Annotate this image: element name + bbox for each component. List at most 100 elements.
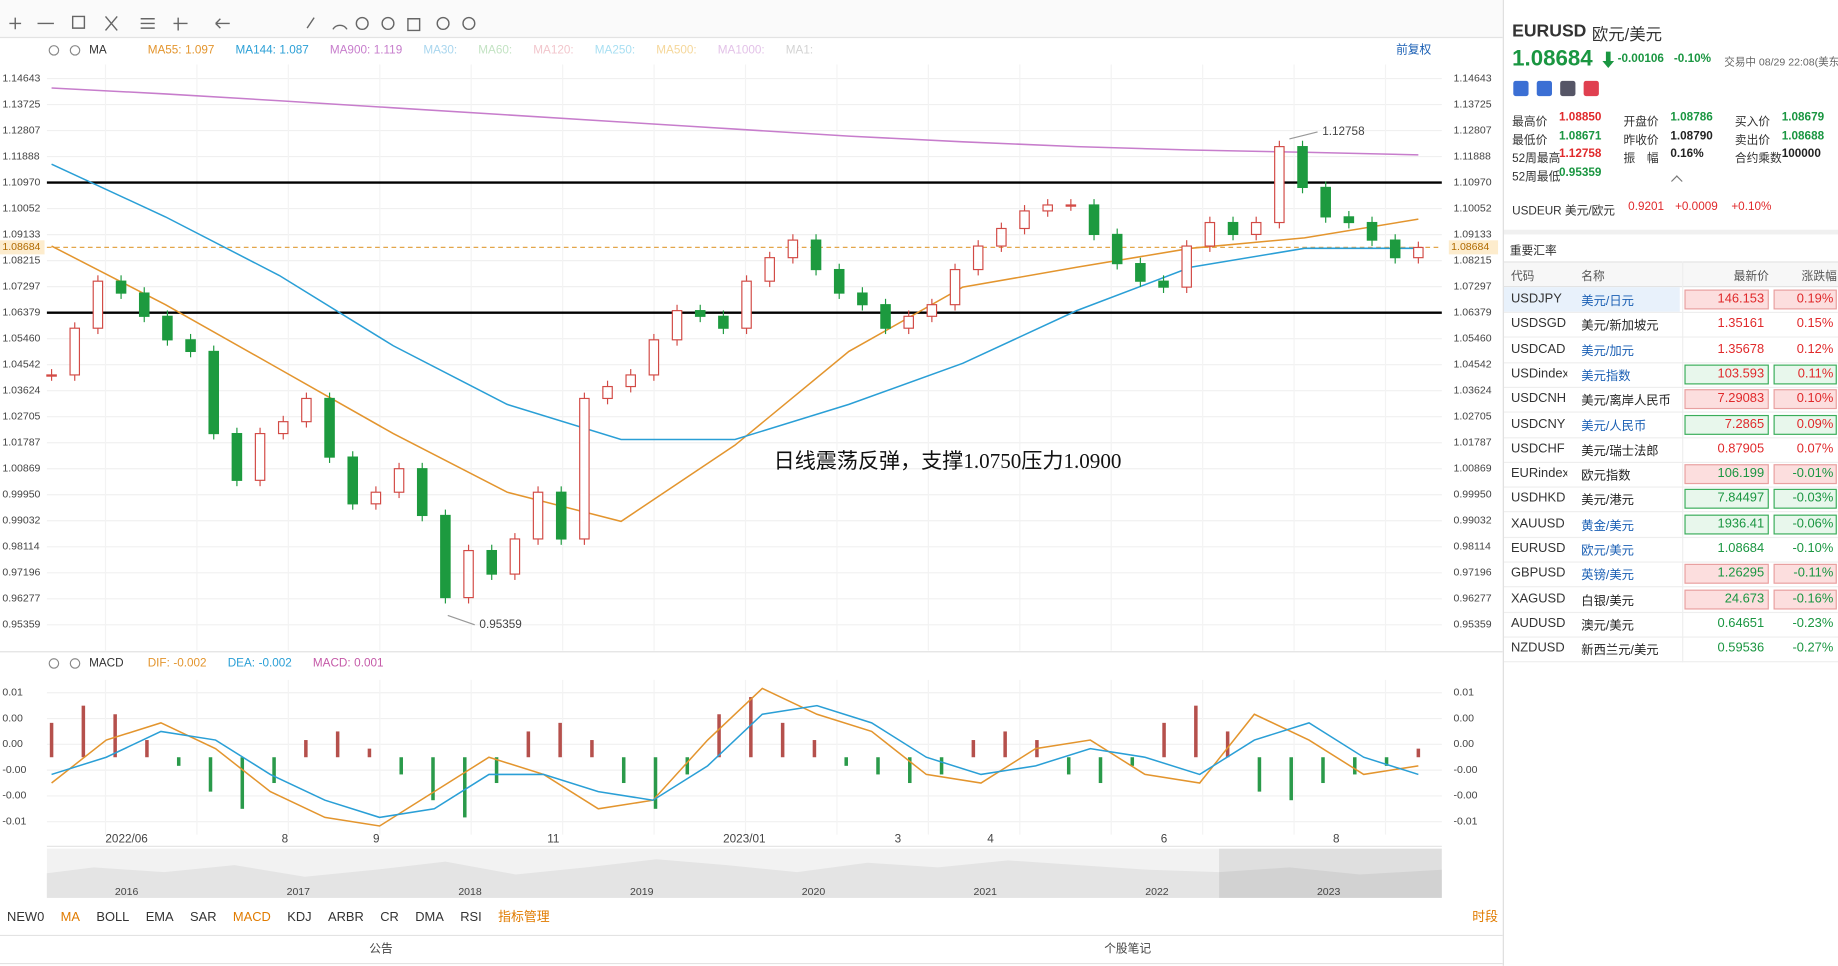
rate-code[interactable]: USDHKD xyxy=(1510,491,1566,506)
y-tick-label: -0.01 xyxy=(2,815,26,827)
y-tick-label: 1.08215 xyxy=(2,254,40,266)
candle xyxy=(486,549,498,575)
candle xyxy=(393,468,405,493)
row-line xyxy=(1503,336,1838,338)
rate-name[interactable]: 新西兰元/美元 xyxy=(1581,643,1659,658)
rate-name[interactable]: 英镑/美元 xyxy=(1581,568,1634,583)
rate-code[interactable]: USDCAD xyxy=(1510,341,1566,356)
candle xyxy=(324,397,335,458)
table-header: 最新价 xyxy=(1733,270,1769,284)
navigator-window[interactable] xyxy=(1219,848,1442,898)
y-tick-label: 1.13725 xyxy=(1454,98,1492,110)
rate-name[interactable]: 美元/离岸人民币 xyxy=(1581,394,1671,409)
macd-bar xyxy=(526,731,531,758)
macd-bar xyxy=(49,722,54,758)
row-line xyxy=(1503,561,1838,563)
stat-label: 最高价 xyxy=(1512,116,1548,129)
action-icon[interactable] xyxy=(1513,80,1529,97)
rate-code[interactable]: USDCNY xyxy=(1510,416,1566,431)
y-tick-label: 0.99950 xyxy=(1454,489,1492,501)
rate-name[interactable]: 白银/美元 xyxy=(1581,593,1634,608)
candle xyxy=(185,339,196,353)
footer-tab[interactable]: 公告 xyxy=(369,943,393,956)
indicator-tab[interactable]: MACD xyxy=(233,909,271,924)
rate-name[interactable]: 美元/加元 xyxy=(1581,344,1634,359)
rate-name[interactable]: 澳元/美元 xyxy=(1581,618,1634,633)
rate-name[interactable]: 欧元指数 xyxy=(1581,468,1631,484)
price: 1.08684 xyxy=(1512,46,1593,72)
rate-name[interactable]: 黄金/美元 xyxy=(1581,518,1634,533)
rate-code[interactable]: USDindex xyxy=(1510,366,1568,381)
x-tick-label: 11 xyxy=(547,832,559,845)
rate-code[interactable]: USDSGD xyxy=(1510,316,1567,331)
low-label: 0.95359 xyxy=(479,618,521,631)
indicator-tab[interactable]: BOLL xyxy=(96,909,129,924)
macd-bar xyxy=(685,757,690,775)
rate-code[interactable]: XAUUSD xyxy=(1510,516,1565,531)
stat-label: 振 幅 xyxy=(1623,152,1659,166)
rate-last: 1.08684 xyxy=(1717,541,1765,556)
rate-code[interactable]: USDCHF xyxy=(1510,441,1565,456)
rate-code[interactable]: EURUSD xyxy=(1510,541,1566,556)
x-tick-label: 8 xyxy=(282,832,289,845)
stat-value: 1.08786 xyxy=(1670,111,1713,125)
candle xyxy=(1250,221,1262,236)
rate-code[interactable]: USDCNH xyxy=(1510,391,1567,406)
macd-bar xyxy=(590,740,594,758)
expand-chevron[interactable] xyxy=(1671,175,1683,187)
rate-code[interactable]: NZDUSD xyxy=(1510,641,1565,656)
indicator-tab[interactable]: NEW0 xyxy=(7,909,44,924)
indicator-tab[interactable]: MA xyxy=(61,909,81,924)
rate-name[interactable]: 美元/新加坡元 xyxy=(1581,319,1659,334)
rate-last: 7.29083 xyxy=(1717,391,1765,406)
indicator-tab[interactable]: KDJ xyxy=(287,909,311,924)
rate-code[interactable]: AUDUSD xyxy=(1510,616,1566,631)
rate-last: 1.35678 xyxy=(1717,341,1765,356)
rate-code[interactable]: XAGUSD xyxy=(1510,591,1566,606)
indicator-tab[interactable]: ARBR xyxy=(328,909,364,924)
restore-button[interactable]: 前复权 xyxy=(1396,42,1431,56)
y-tick-label: 1.09133 xyxy=(2,228,40,240)
macd-bar xyxy=(653,757,658,809)
toolbar xyxy=(0,0,1503,38)
rate-code[interactable]: USDJPY xyxy=(1510,291,1562,306)
indicator-tab[interactable]: SAR xyxy=(190,909,216,924)
rate-name[interactable]: 美元指数 xyxy=(1581,369,1631,384)
indicator-tab[interactable]: CR xyxy=(380,909,399,924)
indicator-tab[interactable]: EMA xyxy=(146,909,174,924)
y-tick-label: 1.09133 xyxy=(1454,228,1492,240)
navigator-year: 2022 xyxy=(1145,886,1169,898)
legend-name: MA120: xyxy=(533,43,573,56)
indicator-tab[interactable]: DMA xyxy=(415,909,444,924)
rate-name[interactable]: 美元/港元 xyxy=(1581,493,1634,509)
rate-name[interactable]: 美元/瑞士法郎 xyxy=(1581,444,1659,459)
rate-code[interactable]: GBPUSD xyxy=(1510,566,1566,581)
footer-tab[interactable]: 个股笔记 xyxy=(1104,942,1151,956)
price-box xyxy=(1684,389,1769,410)
rate-name[interactable]: 欧元/美元 xyxy=(1581,543,1634,558)
stat-label: 合约乘数 xyxy=(1734,152,1782,166)
macd-bar xyxy=(272,757,276,784)
rate-name[interactable]: 美元/人民币 xyxy=(1581,419,1647,434)
period-tab[interactable]: 时段 xyxy=(1472,909,1498,924)
stat-value: 1.08790 xyxy=(1670,129,1713,143)
macd-bar xyxy=(304,740,308,758)
action-icon[interactable] xyxy=(1583,80,1599,97)
indicator-tab[interactable]: RSI xyxy=(460,909,481,924)
legend-name: MA250: xyxy=(595,43,635,56)
rate-pct: 0.09% xyxy=(1796,416,1834,431)
current-price-box xyxy=(0,240,45,255)
candle xyxy=(301,397,312,423)
indicator-tab[interactable]: 指标管理 xyxy=(498,909,550,924)
rate-code[interactable]: EURindex xyxy=(1510,466,1568,481)
action-icon[interactable] xyxy=(1560,80,1576,97)
y-tick-label: 1.10052 xyxy=(2,202,40,214)
rate-name[interactable]: 美元/日元 xyxy=(1581,294,1634,309)
toolbar-icons[interactable] xyxy=(9,15,476,32)
candle xyxy=(648,339,660,376)
action-icon[interactable] xyxy=(1536,80,1552,97)
price-box xyxy=(1684,514,1769,535)
macd-bar xyxy=(812,740,817,758)
y-tick-label: 1.05460 xyxy=(1454,332,1492,344)
